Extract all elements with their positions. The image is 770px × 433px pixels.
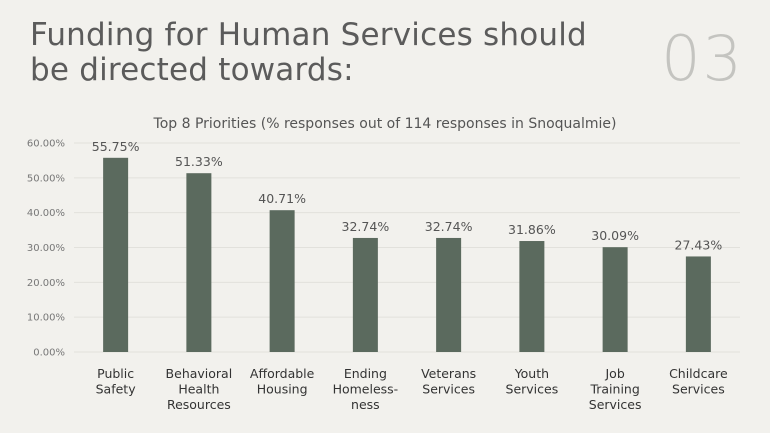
x-category-label: Housing bbox=[257, 382, 308, 397]
x-category-label: Services bbox=[422, 382, 475, 397]
y-tick-label: 40.00% bbox=[27, 208, 65, 219]
bar bbox=[436, 237, 462, 352]
data-label: 40.71% bbox=[258, 191, 306, 206]
x-category-label: Safety bbox=[96, 382, 137, 397]
y-tick-label: 0.00% bbox=[33, 348, 65, 359]
x-category-label: Public bbox=[97, 366, 134, 381]
y-tick-label: 30.00% bbox=[27, 243, 65, 254]
x-category-label: Ending bbox=[344, 366, 387, 381]
x-category-label: Services bbox=[506, 382, 559, 397]
y-tick-label: 60.00% bbox=[27, 139, 65, 150]
bar bbox=[602, 247, 628, 352]
x-category-label: Job bbox=[604, 366, 624, 381]
bar bbox=[269, 210, 295, 352]
x-category-label: Childcare bbox=[669, 366, 728, 381]
slide-number: 03 bbox=[661, 22, 744, 95]
x-category-label: Services bbox=[589, 397, 642, 412]
x-category-label: Training bbox=[589, 382, 639, 397]
data-label: 55.75% bbox=[92, 139, 140, 154]
x-category-label: Health bbox=[178, 382, 219, 397]
chart-title: Top 8 Priorities (% responses out of 114… bbox=[153, 116, 617, 132]
x-category-label: Veterans bbox=[421, 366, 476, 381]
title-line-1: Funding for Human Services should bbox=[30, 17, 587, 53]
data-label: 51.33% bbox=[175, 154, 223, 169]
bar bbox=[352, 237, 378, 352]
data-label: 27.43% bbox=[675, 237, 723, 252]
bar bbox=[685, 256, 711, 352]
data-label: 30.09% bbox=[591, 228, 639, 243]
y-tick-label: 10.00% bbox=[27, 313, 65, 324]
data-label: 32.74% bbox=[425, 219, 473, 234]
slide-title: Funding for Human Services should be dir… bbox=[30, 18, 587, 88]
bar bbox=[519, 241, 545, 352]
x-category-label: ness bbox=[351, 397, 380, 412]
bar bbox=[103, 157, 129, 352]
bar bbox=[186, 173, 212, 352]
x-category-label: Resources bbox=[167, 397, 231, 412]
data-label: 31.86% bbox=[508, 222, 556, 237]
title-line-2: be directed towards: bbox=[30, 52, 354, 88]
x-category-label: Services bbox=[672, 382, 725, 397]
y-tick-label: 20.00% bbox=[27, 278, 65, 289]
y-tick-label: 50.00% bbox=[27, 173, 65, 184]
x-category-label: Affordable bbox=[250, 366, 315, 381]
x-category-label: Youth bbox=[514, 366, 549, 381]
data-label: 32.74% bbox=[342, 219, 390, 234]
x-category-label: Behavioral bbox=[166, 366, 233, 381]
x-category-label: Homeless- bbox=[333, 382, 399, 397]
